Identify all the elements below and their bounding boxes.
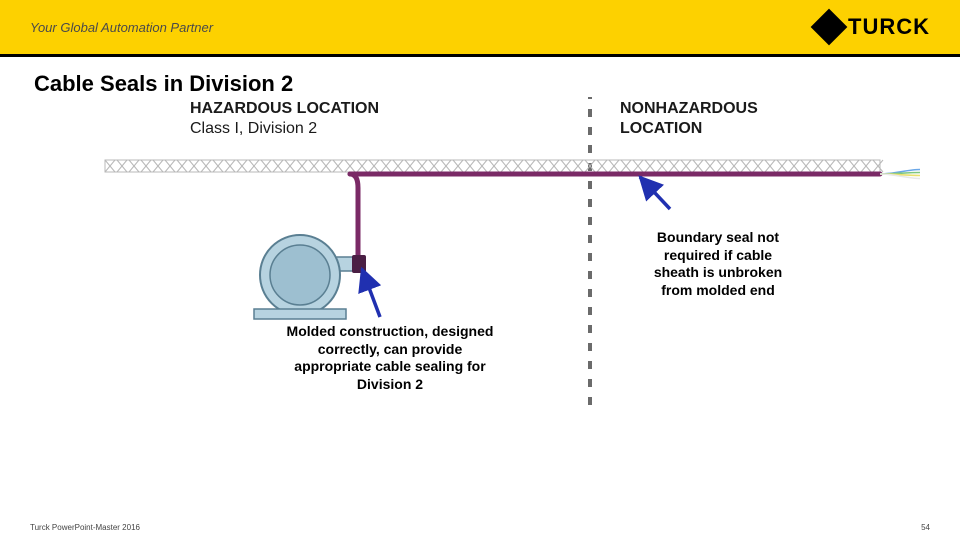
logo-diamond-icon: [811, 9, 848, 46]
tagline: Your Global Automation Partner: [30, 20, 213, 35]
boundary-annotation: Boundary seal notrequired if cablesheath…: [618, 229, 818, 299]
logo-text: TURCK: [848, 14, 930, 40]
footer-left: Turck PowerPoint-Master 2016: [30, 523, 140, 532]
footer-page-number: 54: [921, 523, 930, 532]
page-title: Cable Seals in Division 2: [0, 57, 960, 97]
footer: Turck PowerPoint-Master 2016 54: [30, 523, 930, 532]
diagram: HAZARDOUS LOCATION Class I, Division 2 N…: [0, 97, 960, 457]
logo: TURCK: [816, 14, 930, 40]
header-bar: Your Global Automation Partner TURCK: [0, 0, 960, 54]
molded-annotation: Molded construction, designedcorrectly, …: [250, 323, 530, 393]
